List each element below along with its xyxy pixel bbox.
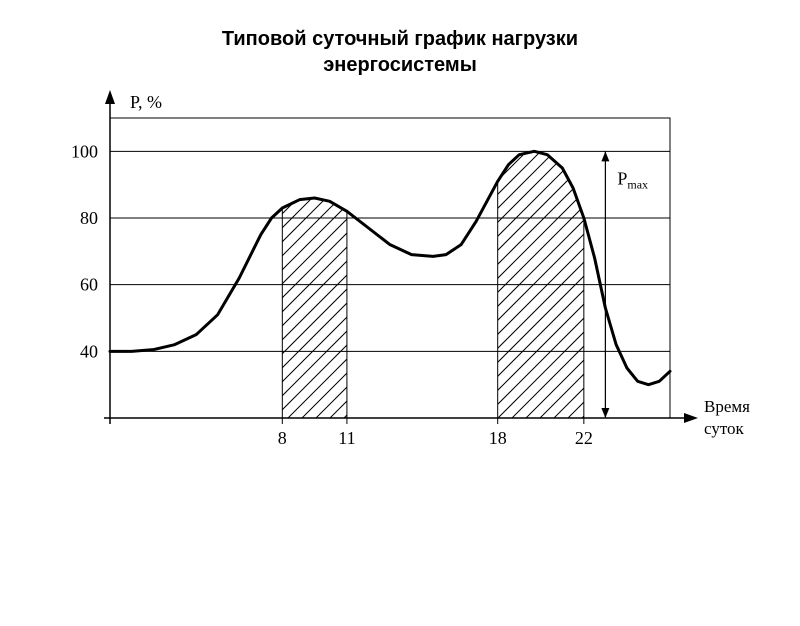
svg-text:22: 22 <box>575 428 593 448</box>
load-chart: 40 60 80 100 8 11 18 22 P, % Время суток Pmax <box>40 78 760 518</box>
svg-text:P, %: P, % <box>130 92 162 112</box>
svg-text:Время: Время <box>704 397 750 416</box>
page-title: Типовой суточный график нагрузки энергос… <box>0 26 800 78</box>
title-line-2: энергосистемы <box>323 54 477 76</box>
svg-text:суток: суток <box>704 419 745 438</box>
svg-text:60: 60 <box>80 275 98 295</box>
svg-text:100: 100 <box>71 141 98 161</box>
title-line-1: Типовой суточный график нагрузки <box>222 28 578 50</box>
svg-text:80: 80 <box>80 208 98 228</box>
svg-text:11: 11 <box>338 428 355 448</box>
svg-text:18: 18 <box>489 428 507 448</box>
svg-text:Pmax: Pmax <box>617 169 648 192</box>
svg-text:40: 40 <box>80 341 98 361</box>
svg-text:8: 8 <box>278 428 287 448</box>
chart-container: 40 60 80 100 8 11 18 22 P, % Время суток Pmax <box>0 78 800 518</box>
